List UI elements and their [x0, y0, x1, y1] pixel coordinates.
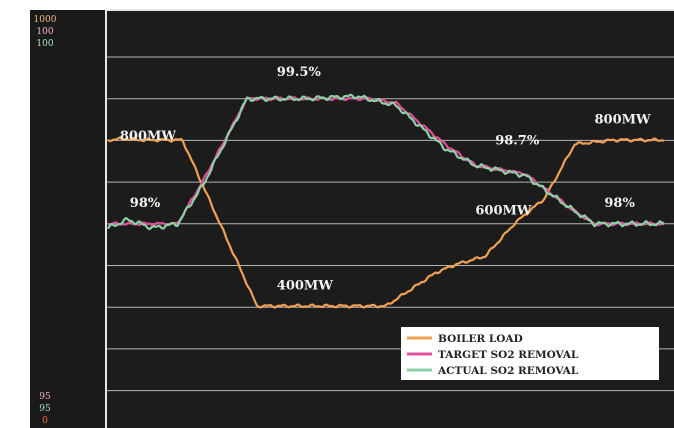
annotation-4: 98.7% — [495, 134, 540, 149]
annotation-1: 98% — [130, 196, 161, 211]
annotation-3: 400MW — [277, 278, 334, 293]
annotations: 800MW 98% 99.5% 400MW 98.7% 600MW 800MW 98% — [120, 65, 651, 293]
y-axis-panel — [30, 10, 106, 428]
annotation-7: 98% — [604, 196, 635, 211]
tick-target-bottom: 95 — [39, 392, 51, 402]
tick-target-top: 100 — [36, 27, 53, 37]
series-line-actual-so2-removal — [107, 93, 665, 231]
legend-label-2: ACTUAL SO2 REMOVAL — [437, 365, 579, 377]
annotation-6: 800MW — [595, 112, 652, 127]
legend-label-1: TARGET SO2 REMOVAL — [438, 349, 579, 361]
legend-box — [401, 327, 659, 380]
annotation-5: 600MW — [475, 204, 532, 219]
annotation-2: 99.5% — [277, 65, 322, 80]
series-line-boiler-load — [107, 136, 665, 309]
annotation-0: 800MW — [120, 129, 177, 144]
y-axis-ticks: 1000 100 100 95 95 0 — [34, 15, 57, 426]
legend: BOILER LOAD TARGET SO2 REMOVAL ACTUAL SO2 … — [401, 327, 659, 380]
tick-load-bottom: 0 — [42, 416, 48, 426]
tick-actual-top: 100 — [36, 39, 53, 49]
legend-label-0: BOILER LOAD — [438, 333, 523, 345]
series-lines — [107, 93, 665, 309]
tick-load-top: 1000 — [34, 15, 57, 25]
tick-actual-bottom: 95 — [39, 404, 51, 414]
